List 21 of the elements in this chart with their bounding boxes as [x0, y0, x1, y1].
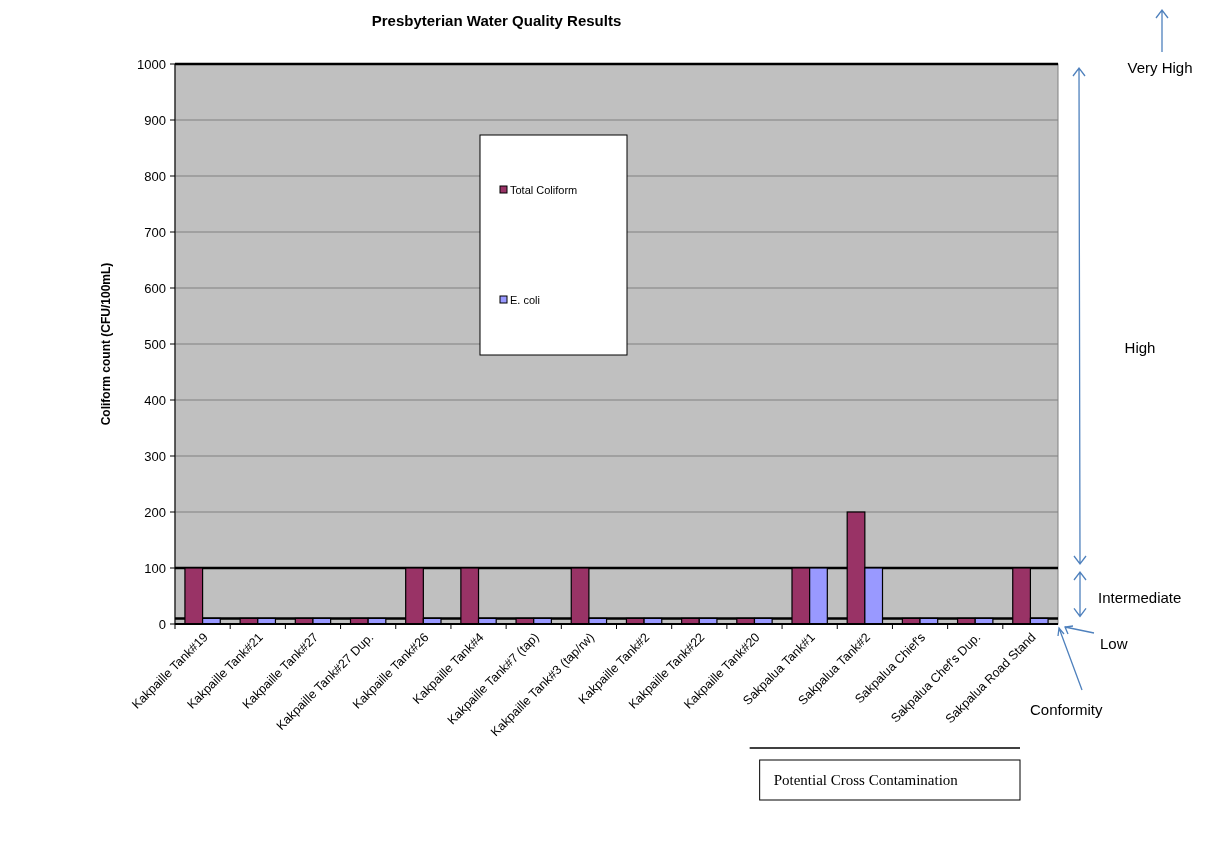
- y-tick-label: 200: [144, 504, 166, 520]
- text: Very High: [1127, 59, 1193, 77]
- y-tick-label: 300: [144, 448, 166, 464]
- y-tick-label: 1000: [137, 56, 166, 72]
- legend-label: E. coli: [510, 293, 540, 306]
- y-tick-label: 400: [144, 392, 166, 408]
- text: Potential Cross Contamination: [773, 772, 959, 789]
- text: Low: [1100, 635, 1128, 653]
- chart-title: Presbyterian Water Quality Results: [371, 12, 622, 29]
- text: Conformity: [1030, 701, 1104, 719]
- y-tick-label: 800: [144, 168, 166, 184]
- y-tick-label: 0: [158, 616, 166, 632]
- y-tick-label: 500: [144, 336, 166, 352]
- legend-label: Total Coliform: [510, 183, 578, 196]
- text: High: [1124, 339, 1156, 357]
- y-axis-title: Coliform count (CFU/100mL): [99, 262, 113, 426]
- y-tick-label: 600: [144, 280, 166, 296]
- text: Intermediate: [1098, 589, 1182, 607]
- y-tick-label: 100: [144, 560, 166, 576]
- y-tick-label: 900: [144, 112, 166, 128]
- y-tick-label: 700: [144, 224, 166, 240]
